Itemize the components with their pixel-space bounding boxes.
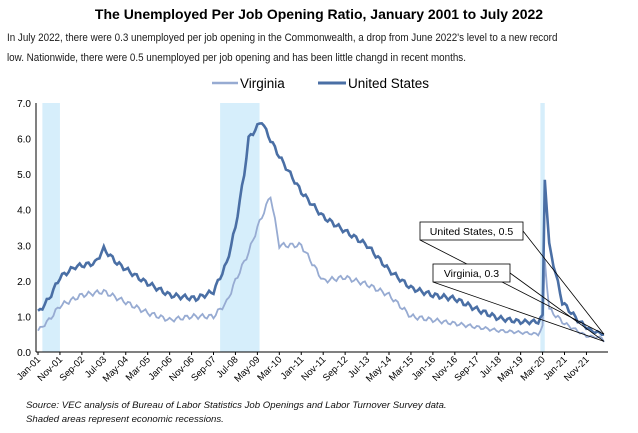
y-tick-label: 5.0 [17,170,31,181]
x-tick-label: Mar-20 [519,354,548,383]
annotation-leader [432,281,605,342]
annotation-box [419,221,524,241]
annotation-leader [419,239,605,335]
y-tick-label: 0.0 [17,348,31,359]
series-line-virginia [37,196,605,343]
y-tick-label: 6.0 [17,135,31,146]
subtitle-line: In July 2022, there were 0.3 unemployed … [7,32,558,44]
series-line-united-states [37,121,605,337]
x-tick-label: Mar-15 [387,354,416,383]
chart-title: The Unemployed Per Job Opening Ratio, Ja… [94,6,544,22]
x-tick-label: Mar-10 [255,354,284,383]
chart-subtitle: In July 2022, there were 0.3 unemployed … [7,28,632,68]
recession-band [220,103,260,352]
x-tick-label: Sep-02 [58,354,87,383]
y-tick-label: 1.0 [17,312,31,323]
x-tick-label: Nov-21 [562,354,591,383]
x-tick-label: Sep-07 [189,354,218,383]
subtitle-line: low. Nationwide, there were 0.5 unemploy… [7,52,466,64]
legend-label-us: United States [348,76,429,91]
recession-note: Shaded areas represent economic recessio… [26,414,224,425]
recession-band [540,103,545,352]
y-tick-label: 2.0 [17,277,31,288]
annotation-label: United States, 0.5 [430,226,514,238]
legend-label-virginia: Virginia [240,76,285,91]
y-tick-label: 7.0 [17,99,31,110]
source-note: Source: VEC analysis of Bureau of Labor … [26,400,447,411]
y-tick-label: 3.0 [17,241,31,252]
annotation-box [432,263,511,283]
x-tick-label: Mar-05 [124,354,153,383]
annotation-leader [522,230,605,335]
recession-band [42,103,60,352]
x-tick-label: Sep-12 [321,354,350,383]
legend: Virginia United States [212,76,429,91]
annotation-label: Virginia, 0.3 [444,268,499,280]
annotation-leader [509,272,605,342]
y-tick-label: 4.0 [17,206,31,217]
x-tick-label: Sep-17 [452,354,481,383]
